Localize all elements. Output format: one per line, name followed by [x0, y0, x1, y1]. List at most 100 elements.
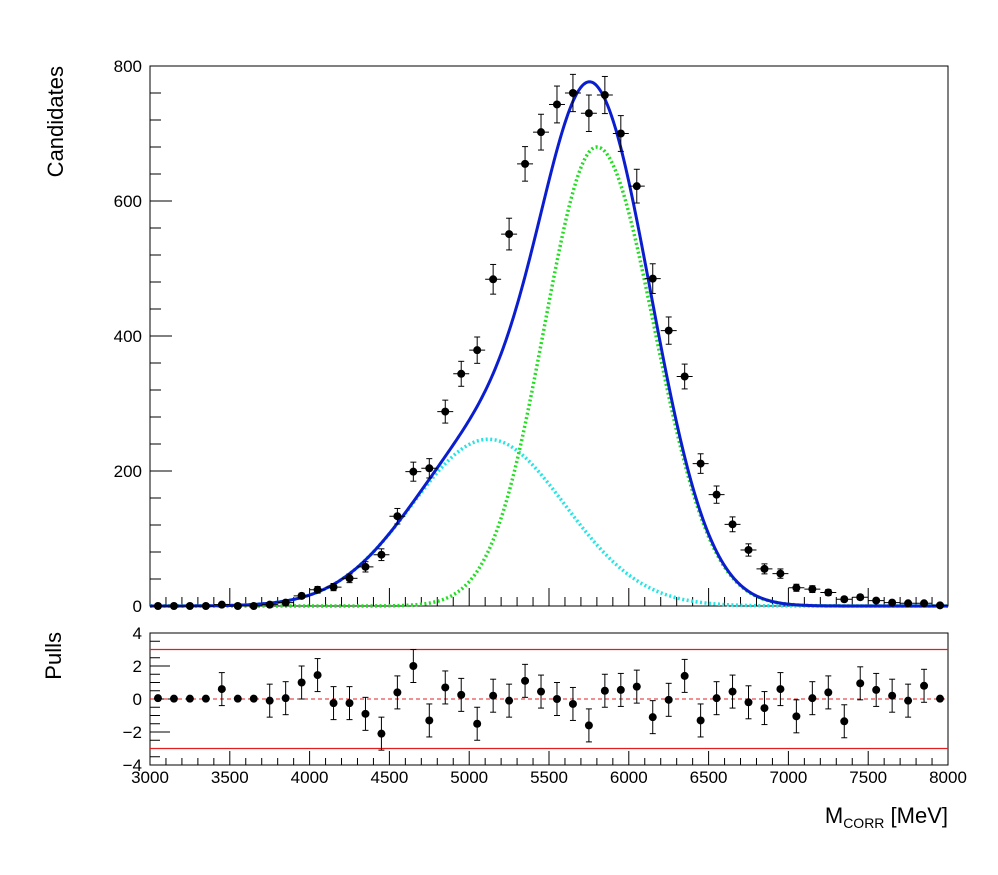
data-point-marker — [584, 109, 593, 118]
data-point — [788, 583, 805, 592]
pull-point-marker — [457, 690, 466, 699]
pull-point-marker — [904, 696, 913, 705]
data-point-marker — [377, 550, 386, 559]
pull-point-marker — [600, 686, 609, 695]
x-axis-title-main: M — [825, 803, 843, 828]
pull-point — [568, 686, 577, 721]
pull-point-marker — [153, 694, 162, 703]
x-axis-title-subscript: CORR — [843, 815, 884, 831]
pull-point — [313, 658, 322, 693]
pulls-y-tick-label: 2 — [133, 657, 142, 676]
pull-point-marker — [505, 696, 514, 705]
data-point-marker — [393, 512, 402, 521]
pull-point-marker — [696, 716, 705, 725]
data-point-marker — [552, 100, 561, 109]
pull-point-marker — [217, 685, 226, 694]
data-point — [932, 601, 948, 610]
x-tick-label: 7000 — [769, 768, 807, 787]
fit-panel-frame — [149, 65, 949, 607]
data-point-marker — [616, 129, 625, 138]
pull-point-marker — [824, 688, 833, 697]
data-point-marker — [473, 346, 482, 355]
data-point — [485, 263, 502, 295]
pulls-y-tick-label: −2 — [123, 723, 142, 742]
pull-point-marker — [568, 699, 577, 708]
data-point-marker — [313, 585, 322, 594]
data-point — [517, 146, 534, 182]
pull-point — [265, 683, 274, 718]
pull-point-marker — [584, 721, 593, 730]
data-point — [150, 602, 166, 610]
total-fit-curve — [150, 80, 948, 608]
data-point-marker — [776, 569, 785, 578]
pull-point-marker — [249, 694, 258, 703]
pull-point — [904, 683, 913, 718]
pull-point-marker — [728, 687, 737, 696]
pull-point-marker — [361, 709, 370, 718]
data-point-marker — [201, 602, 210, 610]
data-point-marker — [425, 464, 434, 473]
data-point-marker — [345, 574, 354, 583]
x-axis-title: MCORR [MeV] — [825, 803, 948, 831]
pull-point-marker — [552, 695, 561, 703]
data-point — [804, 585, 821, 594]
data-point — [421, 458, 438, 479]
data-point — [628, 168, 645, 204]
pull-point — [552, 682, 561, 716]
data-point — [405, 461, 422, 482]
data-point — [580, 94, 597, 132]
pull-point-marker — [201, 694, 210, 703]
pull-point — [600, 673, 609, 708]
pull-point — [441, 670, 450, 705]
data-point-marker — [265, 600, 274, 609]
pull-point-marker — [409, 662, 418, 670]
pull-point — [537, 674, 546, 709]
data-point-marker — [808, 585, 817, 594]
data-point — [293, 591, 310, 600]
pull-point-marker — [345, 699, 354, 708]
data-point-marker — [409, 467, 418, 476]
pull-point — [457, 677, 466, 712]
data-point-marker — [217, 600, 226, 609]
data-point — [644, 263, 661, 294]
pull-point — [648, 700, 657, 735]
data-point — [596, 75, 613, 115]
pull-point — [393, 675, 402, 710]
data-point — [325, 583, 342, 592]
data-point — [165, 602, 182, 610]
data-point-marker — [361, 562, 370, 571]
data-point-marker — [824, 588, 833, 597]
data-point — [692, 453, 709, 474]
pull-points — [153, 649, 945, 751]
data-point — [197, 602, 214, 610]
data-point-marker — [840, 595, 849, 604]
data-point — [660, 316, 677, 345]
pull-point — [521, 663, 530, 698]
data-point — [884, 598, 901, 607]
fit-curves — [150, 80, 948, 608]
pull-point — [856, 666, 865, 701]
pull-point-marker — [425, 716, 434, 725]
pull-point — [776, 672, 785, 707]
pull-point-marker — [648, 713, 657, 722]
fit-panel-tick-labels: 0 200 400 600 800 — [114, 57, 142, 616]
pull-point — [217, 672, 226, 707]
pull-point — [920, 668, 929, 703]
pulls-y-tick-label: 0 — [133, 690, 142, 709]
pull-point-marker — [888, 691, 897, 700]
data-point-marker — [169, 602, 178, 610]
pull-point — [201, 694, 210, 703]
pull-point — [744, 685, 753, 720]
data-point-marker — [329, 583, 338, 592]
data-point — [708, 485, 725, 504]
pull-point-marker — [712, 694, 721, 703]
data-point-marker — [521, 159, 530, 168]
data-point — [820, 588, 837, 597]
data-point — [501, 217, 518, 251]
data-point-marker — [600, 91, 609, 100]
pulls-y-tick-label: −4 — [123, 756, 142, 775]
pull-point — [281, 681, 290, 716]
y-axis-title-candidates: Candidates — [43, 66, 68, 177]
pull-point — [936, 694, 945, 703]
